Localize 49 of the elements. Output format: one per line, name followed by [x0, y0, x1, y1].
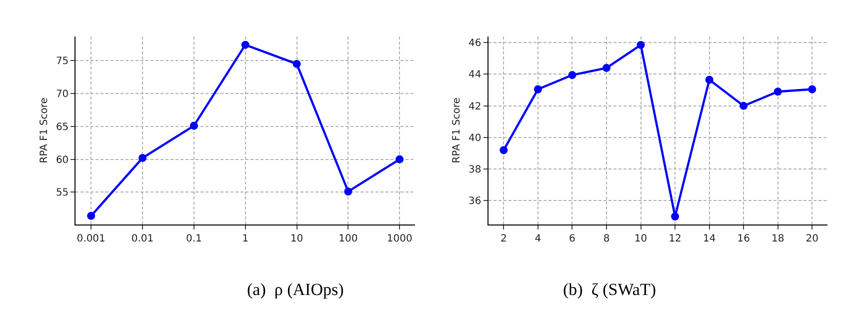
y-tick-label: 42 [468, 101, 482, 112]
y-tick-label: 75 [56, 56, 69, 68]
y-tick-label: 36 [468, 196, 482, 208]
x-tick-label: 0.001 [76, 233, 106, 244]
point [500, 146, 508, 154]
y-tick-label: 38 [468, 164, 482, 176]
point [705, 76, 714, 84]
point [808, 85, 816, 94]
point [344, 188, 352, 196]
point [241, 40, 250, 49]
x-tick-label: 100 [338, 233, 358, 244]
x-tick-label: 8 [603, 233, 610, 244]
point [190, 122, 198, 130]
point [740, 102, 748, 110]
x-tick-label: 10 [290, 233, 304, 244]
point [292, 60, 301, 68]
point [568, 71, 576, 80]
point [774, 88, 782, 96]
y-tick-label: 46 [468, 38, 482, 50]
x-tick-label: 12 [668, 233, 682, 244]
x-tick-label: 0.1 [186, 233, 202, 244]
y-tick-label: 55 [56, 188, 69, 199]
point [396, 155, 404, 164]
x-tick-label: 2 [500, 233, 507, 244]
x-tick-label: 20 [806, 233, 819, 244]
x-tick-label: 0.01 [131, 233, 154, 244]
x-tick-label: 1000 [386, 233, 412, 244]
y-tick-label: 44 [468, 70, 482, 81]
y-axis-title: RPA F1 Score [38, 98, 50, 164]
point [636, 40, 645, 49]
point [671, 212, 680, 220]
x-tick-label: 10 [634, 233, 648, 244]
y-tick-label: 70 [56, 89, 69, 100]
point [534, 85, 542, 94]
x-tick-label: 6 [569, 233, 576, 244]
text: (a) ρ (AIOps) [247, 280, 344, 299]
text: (b) ζ (SWaT) [563, 280, 656, 299]
point [602, 64, 611, 72]
y-tick-label: 60 [56, 154, 69, 166]
x-tick-label: 16 [737, 233, 750, 244]
x-tick-label: 18 [772, 233, 784, 244]
point [87, 212, 96, 220]
y-tick-label: 40 [468, 132, 482, 144]
x-tick-label: 4 [534, 233, 542, 244]
y-axis-title: RPA F1 Score [452, 98, 463, 164]
x-tick-label: 1 [242, 233, 249, 244]
y-tick-label: 65 [56, 122, 69, 133]
x-tick-label: 14 [702, 233, 716, 244]
point [138, 154, 147, 162]
